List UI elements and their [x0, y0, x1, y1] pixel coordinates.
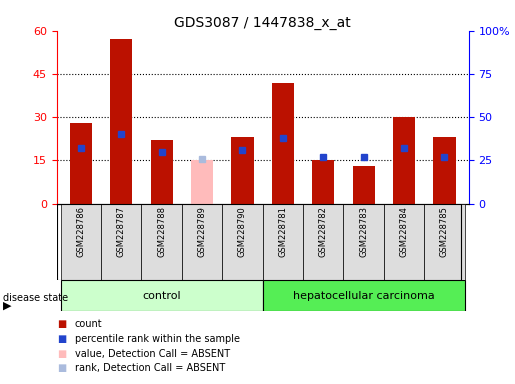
Title: GDS3087 / 1447838_x_at: GDS3087 / 1447838_x_at: [174, 16, 351, 30]
Bar: [353, 166, 375, 204]
Text: GSM228789: GSM228789: [198, 206, 207, 257]
Bar: [384, 204, 424, 280]
Bar: [312, 161, 334, 204]
Text: GSM228784: GSM228784: [400, 206, 408, 257]
Bar: [61, 204, 101, 280]
Bar: [272, 83, 294, 204]
Text: ▶: ▶: [3, 300, 11, 310]
Bar: [70, 123, 92, 204]
Text: value, Detection Call = ABSENT: value, Detection Call = ABSENT: [75, 349, 230, 359]
Bar: [424, 204, 465, 280]
Bar: [393, 117, 415, 204]
Bar: [222, 204, 263, 280]
Bar: [263, 280, 465, 311]
Bar: [433, 137, 456, 204]
Text: count: count: [75, 319, 102, 329]
Text: ■: ■: [57, 363, 66, 373]
Text: rank, Detection Call = ABSENT: rank, Detection Call = ABSENT: [75, 363, 225, 373]
Text: disease state: disease state: [3, 293, 67, 303]
Text: GSM228781: GSM228781: [278, 206, 287, 257]
Bar: [191, 161, 213, 204]
Text: GSM228788: GSM228788: [157, 206, 166, 257]
Text: percentile rank within the sample: percentile rank within the sample: [75, 334, 239, 344]
Text: GSM228790: GSM228790: [238, 206, 247, 257]
Text: GSM228785: GSM228785: [440, 206, 449, 257]
Text: control: control: [142, 291, 181, 301]
Text: ■: ■: [57, 334, 66, 344]
Text: GSM228782: GSM228782: [319, 206, 328, 257]
Bar: [142, 204, 182, 280]
Bar: [110, 40, 132, 204]
Text: GSM228786: GSM228786: [76, 206, 85, 257]
Bar: [303, 204, 344, 280]
Bar: [263, 204, 303, 280]
Bar: [101, 204, 142, 280]
Bar: [344, 204, 384, 280]
Bar: [182, 204, 222, 280]
Text: ■: ■: [57, 319, 66, 329]
Bar: [150, 140, 173, 204]
Bar: [231, 137, 253, 204]
Text: GSM228787: GSM228787: [117, 206, 126, 257]
Bar: [61, 280, 263, 311]
Text: ■: ■: [57, 349, 66, 359]
Text: hepatocellular carcinoma: hepatocellular carcinoma: [293, 291, 435, 301]
Text: GSM228783: GSM228783: [359, 206, 368, 257]
